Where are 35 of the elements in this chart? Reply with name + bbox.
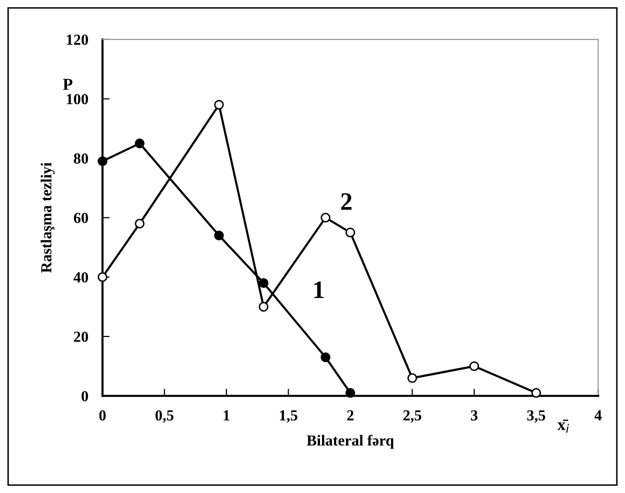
y-tick-label: 60	[74, 212, 88, 224]
point	[469, 361, 480, 372]
y-tick-label: 20	[74, 332, 88, 342]
point	[214, 100, 224, 110]
point	[214, 230, 224, 240]
text: x̄$_{i}$	[557, 420, 569, 433]
series-label: 1	[314, 281, 324, 298]
point	[258, 302, 268, 312]
x-axis-title: Bilateral fərq	[306, 434, 394, 449]
y-tick-label: 80	[74, 153, 88, 164]
text: P	[63, 78, 72, 90]
x-tick-label: 1	[224, 410, 230, 420]
x-tick-label: 3	[470, 410, 478, 421]
x-tick-label: 0	[99, 410, 106, 421]
point	[134, 138, 145, 148]
y-tick-label: 40	[74, 272, 88, 283]
y-tick-label: 100	[66, 94, 88, 104]
y-tick-label: 0	[82, 391, 88, 402]
point	[320, 212, 330, 223]
point	[531, 388, 542, 398]
point	[345, 388, 356, 398]
x-tick-label: 1,5	[280, 410, 298, 423]
y-axis-title: Rastlaşma tezliyi	[40, 162, 55, 273]
x-tick-label: 2,5	[403, 410, 422, 423]
y-tick-label: 120	[66, 34, 88, 45]
x-tick-label: 3,5	[527, 410, 546, 423]
x-tick-label: 2	[347, 410, 354, 420]
point	[345, 228, 356, 238]
point	[407, 373, 418, 383]
x-tick-label: 4	[594, 410, 602, 420]
point	[134, 218, 145, 228]
point	[320, 352, 330, 362]
series-label: 2	[341, 193, 352, 210]
x-tick-label: 0,5	[155, 410, 174, 423]
point	[258, 278, 268, 288]
